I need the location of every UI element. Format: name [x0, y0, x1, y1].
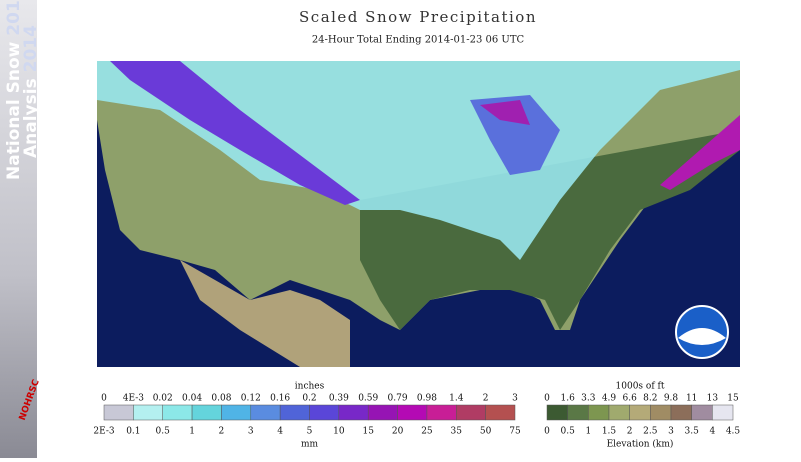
sidebar-text: National Snow 2013- Analysis 2014 — [4, 0, 41, 180]
legend-label: 15 — [362, 427, 374, 437]
map — [97, 61, 740, 367]
legend-label: 1 — [585, 427, 591, 437]
legend-label: 6.6 — [623, 394, 638, 404]
legend-swatch — [670, 404, 692, 421]
legend-label: 0.59 — [358, 394, 378, 404]
legend-label: 11 — [686, 394, 697, 404]
legend-label: 2 — [483, 394, 489, 404]
legend-label: 2 — [219, 427, 225, 437]
legend-label: 2E-3 — [93, 427, 115, 437]
legend-label: 0.16 — [270, 394, 290, 404]
legend-label: 1 — [189, 427, 195, 437]
legend-label: 0.2 — [302, 394, 316, 404]
legend-label: 0 — [544, 427, 550, 437]
legend-swatch — [133, 404, 163, 421]
legend-swatch — [546, 404, 568, 421]
legend-label: 0 — [544, 394, 550, 404]
legend-swatch — [279, 404, 310, 421]
legend-label: 13 — [707, 394, 719, 404]
legend-label: 4.5 — [726, 427, 741, 437]
legend-label: 10 — [333, 427, 345, 437]
legend-label: 35 — [451, 427, 463, 437]
sidebar-years: 2014 — [21, 25, 41, 72]
sidebar-line: Analysis 2014 — [21, 25, 41, 158]
legend-label: 0.98 — [417, 394, 437, 404]
legend-label: 4E-3 — [123, 394, 145, 404]
legend-swatch — [691, 404, 713, 421]
legend-swatch — [629, 404, 651, 421]
legend-label: 75 — [509, 427, 521, 437]
sidebar-title: National Snow — [4, 41, 24, 180]
legend-label: 1.4 — [449, 394, 464, 404]
legend-swatch — [485, 404, 516, 421]
legend-label: 3 — [512, 394, 518, 404]
legend-swatch — [588, 404, 610, 421]
legend-label: 0.04 — [182, 394, 202, 404]
legend-label: 4 — [709, 427, 715, 437]
legend-label: 1.5 — [602, 427, 617, 437]
legend-label: 5 — [307, 427, 313, 437]
legend-unit: mm — [301, 440, 319, 450]
sidebar-years: 2013- — [4, 0, 24, 36]
legend-label: 2 — [627, 427, 633, 437]
legend-label: 3.5 — [685, 427, 700, 437]
legend-label: 3 — [248, 427, 254, 437]
legend-label: 8.2 — [643, 394, 657, 404]
snow-lakes — [470, 95, 560, 175]
legend-label: 0 — [101, 394, 107, 404]
legend-swatch — [397, 404, 428, 421]
legend-swatch — [250, 404, 281, 421]
legend-swatch — [191, 404, 222, 421]
legend-label: 4 — [277, 427, 283, 437]
legend-swatch — [309, 404, 340, 421]
legend-label: 4.9 — [602, 394, 617, 404]
legend-label: 0.1 — [126, 427, 140, 437]
land-mexico — [180, 260, 350, 367]
legend-swatch — [426, 404, 457, 421]
legend-label: 0.12 — [241, 394, 261, 404]
legend-unit: inches — [295, 382, 325, 392]
legend-swatch — [608, 404, 630, 421]
legend-swatch — [367, 404, 398, 421]
legend-swatch — [456, 404, 486, 421]
subtitle: 24-Hour Total Ending 2014-01-23 06 UTC — [312, 35, 525, 46]
legend-swatch — [162, 404, 193, 421]
legend-label: 9.8 — [664, 394, 679, 404]
snow-lakes-core — [480, 100, 530, 125]
sidebar-line: National Snow 2013- — [4, 0, 24, 180]
snow-heavy — [110, 61, 360, 205]
title: Scaled Snow Precipitation — [299, 8, 537, 26]
legend-unit: 1000s of ft — [616, 382, 665, 392]
sidebar-title: Analysis — [21, 78, 41, 158]
legend-label: 1.6 — [561, 394, 576, 404]
snow-northeast — [660, 115, 740, 190]
legend-swatch — [712, 404, 734, 421]
legend-label: 3.3 — [581, 394, 596, 404]
legend-label: 0.39 — [329, 394, 349, 404]
snow-light — [97, 61, 740, 260]
legend-swatch — [650, 404, 672, 421]
legend-label: 0.79 — [388, 394, 408, 404]
legend-label: 25 — [421, 427, 433, 437]
legend-label: 50 — [480, 427, 492, 437]
legend-unit: Elevation (km) — [607, 439, 674, 450]
legend-swatch — [567, 404, 589, 421]
land-east — [360, 130, 740, 330]
legend-swatch — [338, 404, 369, 421]
legend-label: 0.5 — [561, 427, 576, 437]
legend-label: 3 — [668, 427, 674, 437]
noaa-logo-gull — [678, 328, 726, 345]
legend-label: 2.5 — [643, 427, 658, 437]
legend-swatch — [103, 404, 134, 421]
legend-label: 15 — [727, 394, 739, 404]
legend-label: 0.08 — [211, 394, 231, 404]
legend-label: 0.02 — [153, 394, 173, 404]
sidebar — [0, 0, 37, 458]
legend-label: 0.5 — [156, 427, 171, 437]
legend-swatch — [221, 404, 252, 421]
legend-label: 20 — [392, 427, 404, 437]
